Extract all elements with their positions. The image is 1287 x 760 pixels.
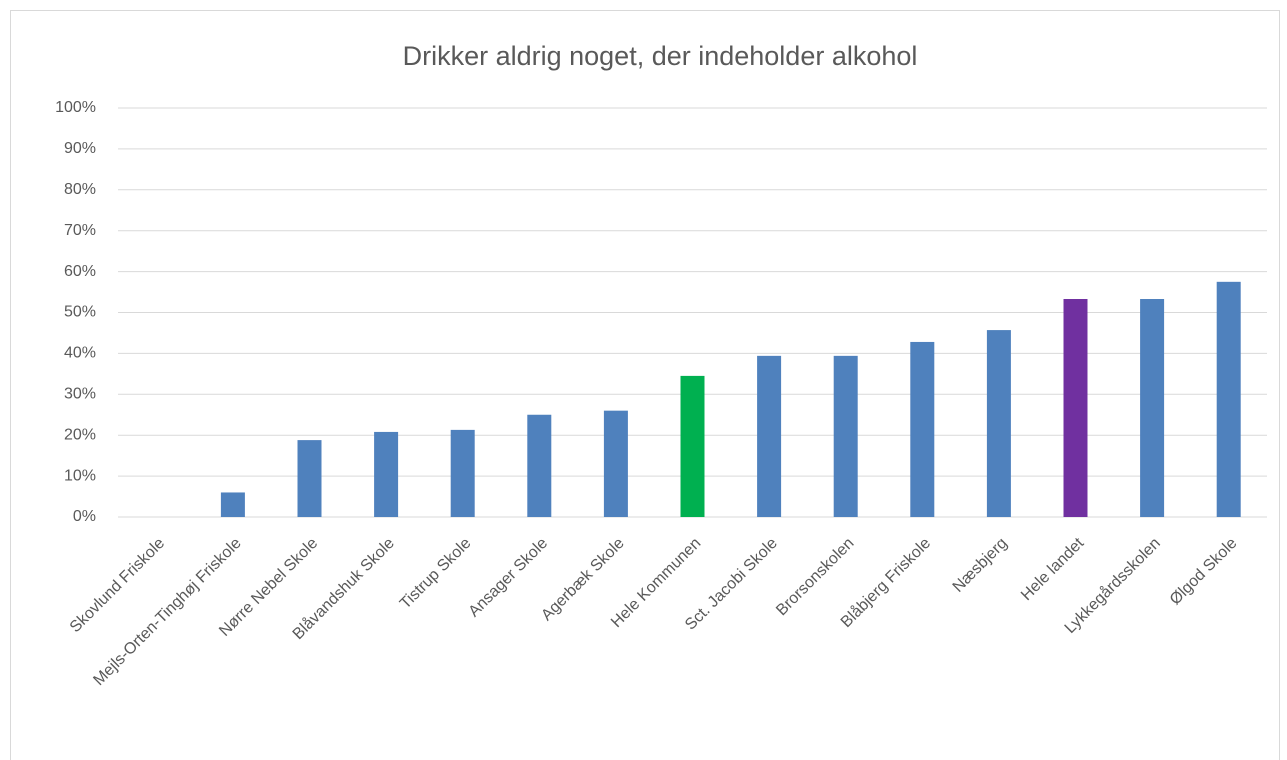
y-tick-label: 70% bbox=[64, 222, 96, 239]
y-tick-label: 0% bbox=[73, 508, 96, 525]
y-tick-label: 30% bbox=[64, 386, 96, 403]
bar bbox=[910, 341, 935, 517]
bar bbox=[1140, 299, 1165, 517]
bar bbox=[450, 429, 475, 517]
bar bbox=[527, 414, 552, 517]
y-tick-label: 40% bbox=[64, 345, 96, 362]
bar bbox=[986, 330, 1011, 517]
y-tick-label: 90% bbox=[64, 140, 96, 157]
bar bbox=[680, 375, 705, 517]
y-tick-label: 10% bbox=[64, 467, 96, 484]
bar bbox=[374, 431, 399, 517]
y-tick-label: 20% bbox=[64, 426, 96, 443]
bar bbox=[297, 440, 322, 517]
chart-frame bbox=[10, 10, 1280, 760]
bar bbox=[833, 355, 858, 517]
y-tick-label: 60% bbox=[64, 263, 96, 280]
y-tick-label: 50% bbox=[64, 304, 96, 321]
y-tick-label: 100% bbox=[55, 99, 96, 116]
y-tick-label: 80% bbox=[64, 181, 96, 198]
bar bbox=[1216, 281, 1241, 517]
bar bbox=[757, 355, 782, 517]
bar bbox=[1063, 299, 1088, 517]
bar bbox=[603, 410, 628, 517]
chart-title: Drikker aldrig noget, der indeholder alk… bbox=[403, 41, 918, 71]
bar bbox=[220, 492, 245, 517]
